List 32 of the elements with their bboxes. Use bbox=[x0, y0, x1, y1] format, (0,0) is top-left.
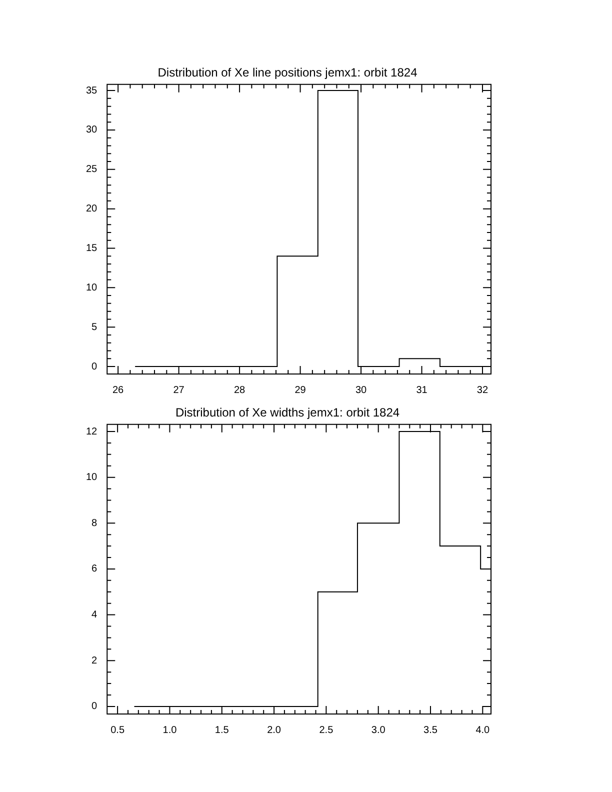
x-tick-label: 3.0 bbox=[371, 724, 386, 736]
x-tick-label: 4.0 bbox=[476, 724, 490, 736]
y-tick-label: 10 bbox=[86, 282, 98, 294]
x-tick-label: 28 bbox=[234, 384, 246, 396]
y-tick-label: 8 bbox=[92, 518, 98, 529]
x-tick-label: 1.0 bbox=[162, 724, 178, 736]
x-tick-label: 2.0 bbox=[267, 724, 282, 736]
chart-title: Distribution of Xe widths jemx1: orbit 1824 bbox=[175, 406, 400, 420]
x-tick-label: 0.5 bbox=[110, 724, 125, 736]
y-tick-label: 2 bbox=[92, 655, 98, 666]
x-tick-label: 31 bbox=[416, 384, 428, 396]
y-tick-label: 10 bbox=[86, 472, 98, 484]
y-tick-label: 20 bbox=[86, 204, 98, 215]
y-tick-label: 30 bbox=[86, 124, 98, 136]
x-tick-label: 26 bbox=[112, 384, 124, 396]
chart-title: Distribution of Xe line positions jemx1: orbit 1824 bbox=[158, 66, 418, 80]
x-tick-label: 2.5 bbox=[319, 724, 334, 736]
x-tick-label: 1.5 bbox=[214, 724, 230, 736]
y-tick-label: 15 bbox=[86, 242, 98, 254]
y-tick-label: 0 bbox=[92, 701, 98, 712]
x-tick-label: 29 bbox=[294, 384, 306, 396]
y-tick-label: 4 bbox=[92, 610, 98, 621]
y-tick-label: 0 bbox=[92, 361, 98, 372]
x-tick-label: 30 bbox=[355, 384, 368, 396]
y-tick-label: 5 bbox=[92, 322, 98, 333]
y-tick-label: 25 bbox=[86, 164, 98, 176]
x-tick-label: 3.5 bbox=[424, 724, 438, 736]
y-tick-label: 35 bbox=[86, 85, 98, 96]
y-tick-label: 6 bbox=[92, 564, 98, 575]
x-tick-label: 27 bbox=[173, 384, 185, 396]
x-tick-label: 32 bbox=[476, 384, 488, 396]
y-tick-label: 12 bbox=[86, 426, 98, 438]
